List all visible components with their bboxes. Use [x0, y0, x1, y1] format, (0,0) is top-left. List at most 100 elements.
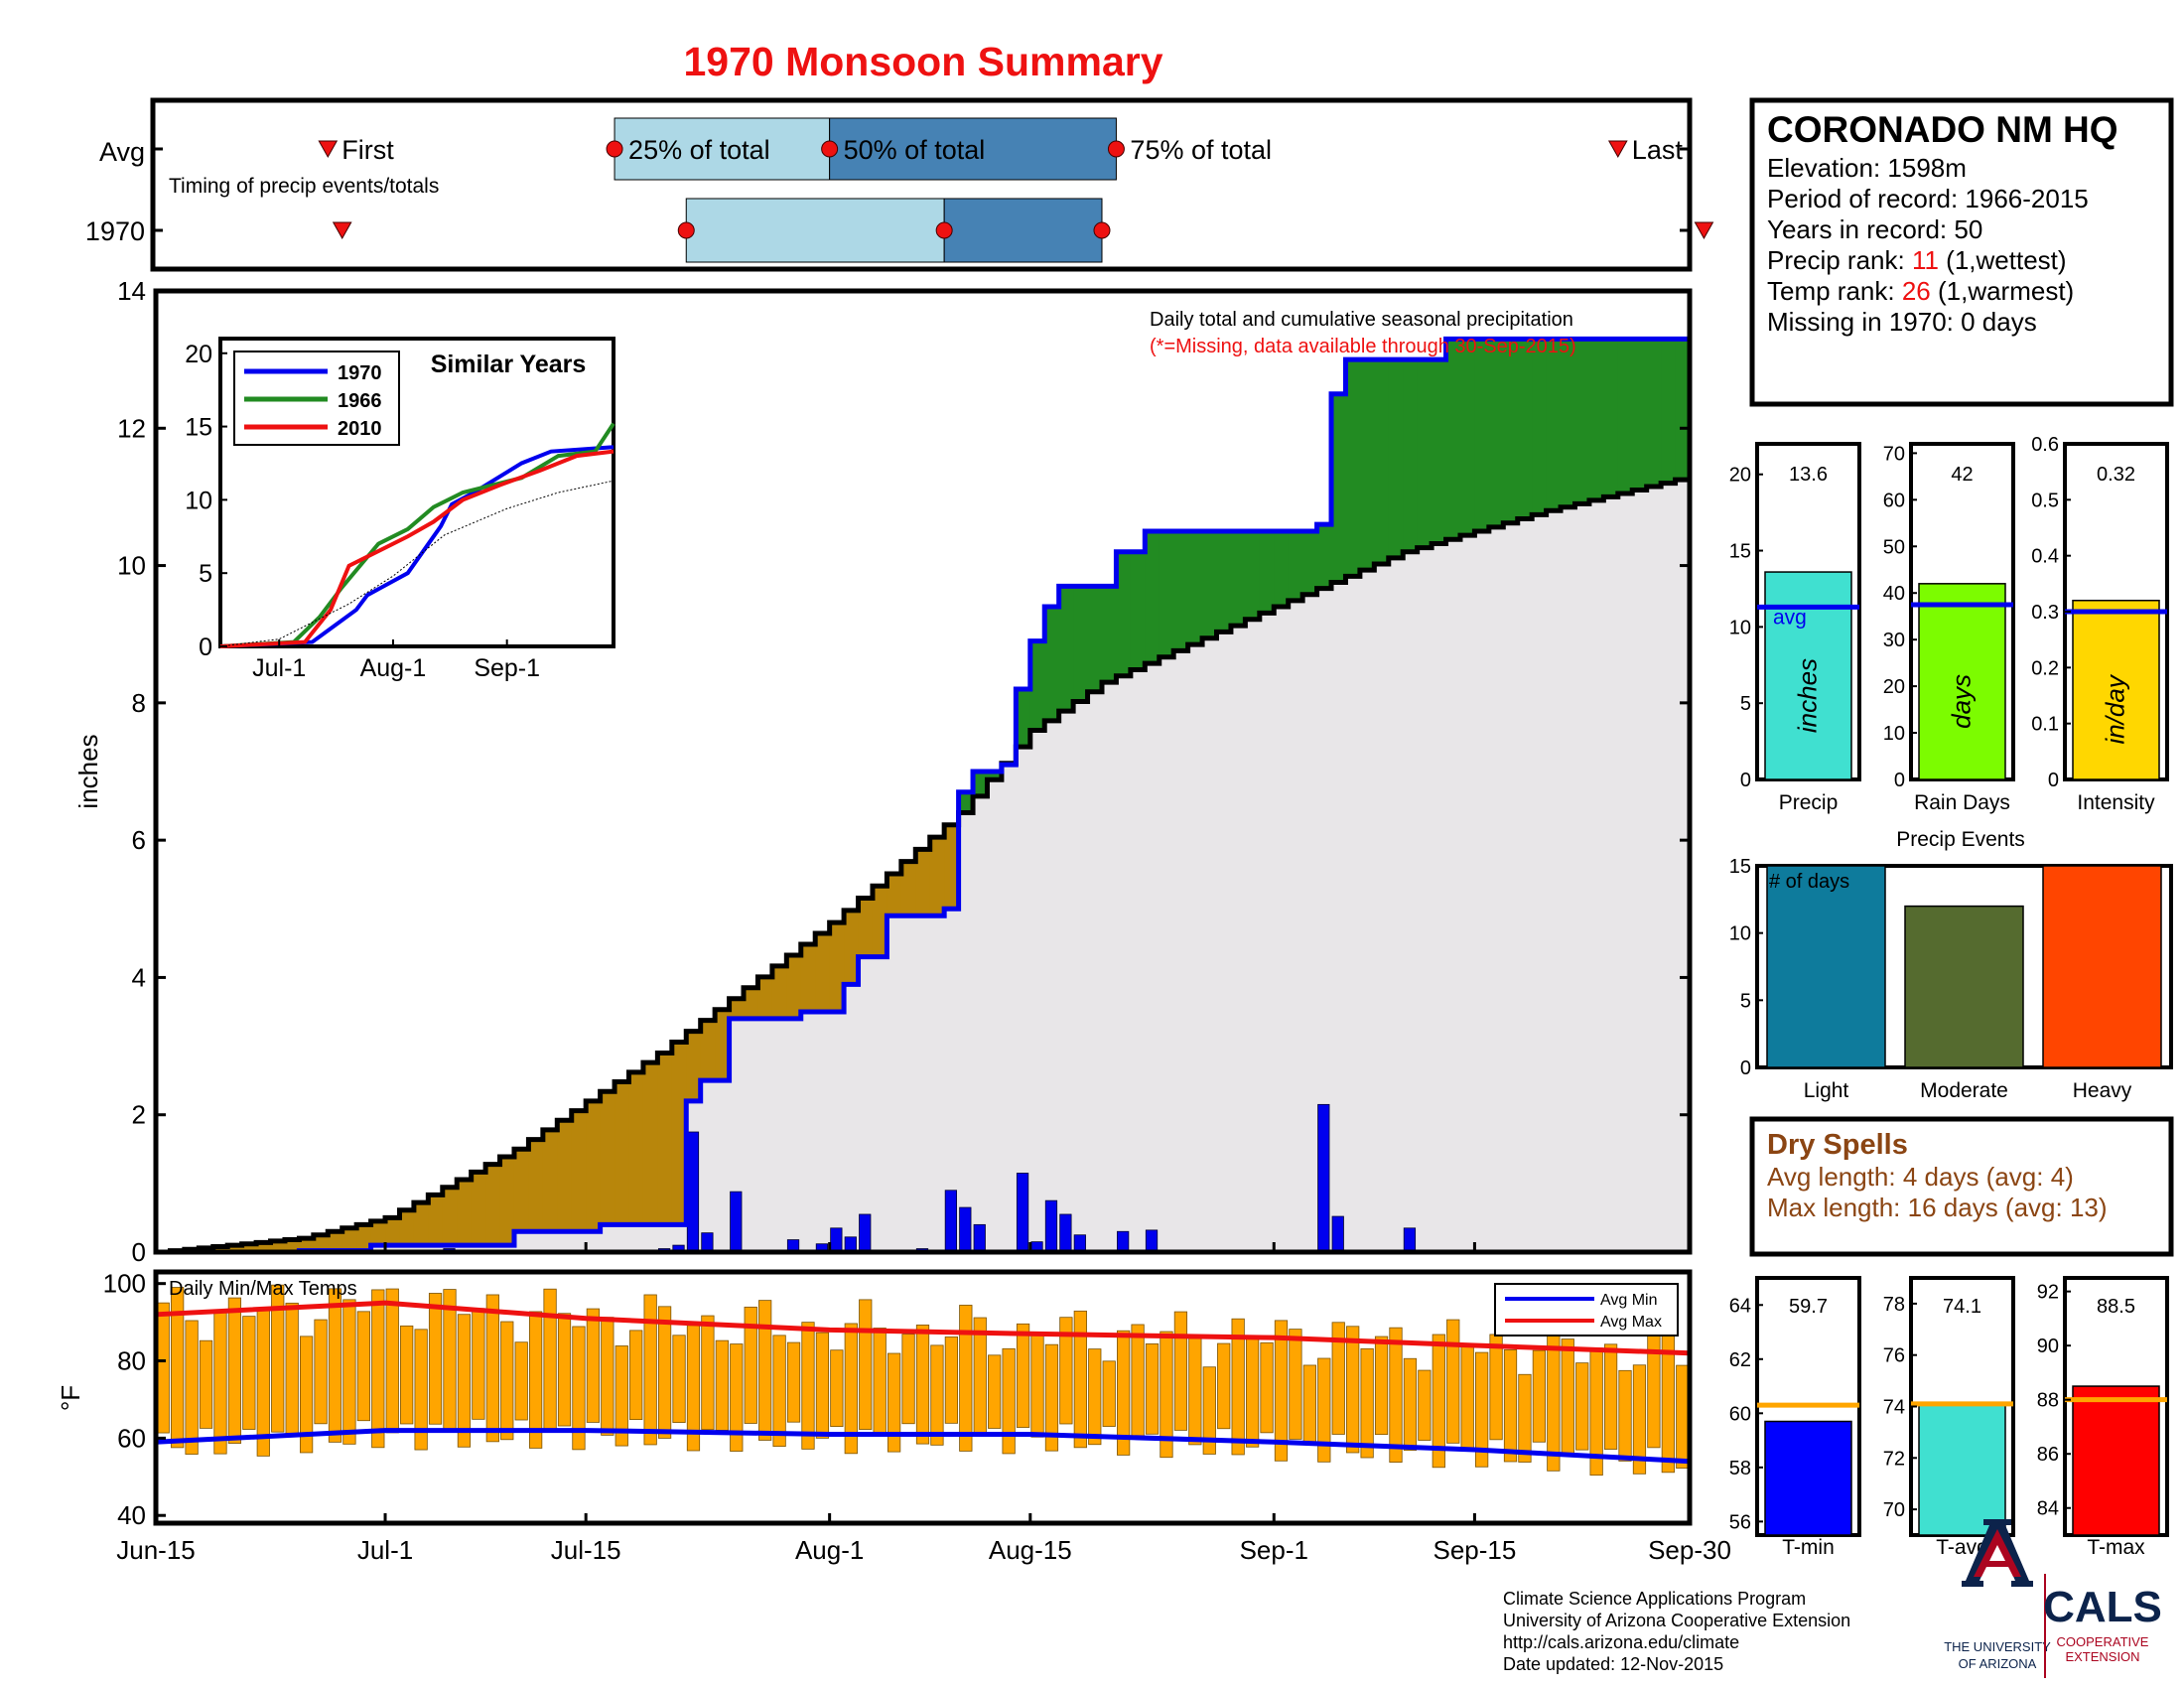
events-y-tick-label: 15	[1729, 856, 1751, 878]
below-avg-segment	[571, 1110, 587, 1232]
above-avg-segment	[1316, 524, 1332, 589]
daily-temp-range-bar	[500, 1321, 514, 1441]
summary-bar-intensity	[2072, 599, 2160, 780]
above-avg-segment	[1202, 531, 1218, 638]
legend-label-2010: 2010	[338, 418, 382, 440]
above-avg-segment	[1561, 339, 1575, 507]
temp-summary-bar-t-avg	[1918, 1403, 2006, 1536]
above-avg-segment	[1445, 339, 1461, 540]
below-avg-segment	[614, 1081, 629, 1225]
daily-temp-range-bar	[1289, 1329, 1302, 1440]
daily-temp-range-bar	[1346, 1326, 1360, 1454]
daily-temp-range-bar	[830, 1349, 844, 1428]
main-y-axis-label: inches	[73, 734, 103, 808]
daily-temp-range-bar	[844, 1323, 858, 1455]
daily-temp-range-bar	[859, 1299, 873, 1430]
ua-logo-line-1: THE UNIVERSITY	[1944, 1639, 2051, 1654]
temps-y-tick-label: 100	[103, 1269, 146, 1299]
daily-temp-range-bar	[1460, 1346, 1474, 1451]
below-avg-segment	[328, 1231, 343, 1251]
temps-y-tick-label: 80	[117, 1346, 146, 1376]
date-axis-label: Sep-1	[1240, 1535, 1308, 1565]
below-avg-segment	[600, 1091, 615, 1225]
daily-precip-bar	[973, 1223, 986, 1253]
main-y-tick-label: 14	[117, 276, 146, 306]
above-avg-segment	[987, 772, 1003, 780]
below-avg-segment	[686, 1031, 702, 1101]
daily-temp-range-bar	[356, 1311, 370, 1422]
inset-x-tick-label: Jul-1	[252, 654, 306, 682]
avg-q50-marker	[821, 140, 839, 158]
below-avg-segment	[944, 824, 960, 910]
below-avg-segment	[299, 1238, 315, 1251]
daily-precip-bar	[1145, 1229, 1159, 1253]
below-avg-segment	[428, 1195, 444, 1246]
daily-temp-range-bar	[1603, 1343, 1618, 1450]
below-avg-segment	[284, 1239, 300, 1252]
daily-temp-range-bar	[299, 1336, 314, 1454]
timing-row-year-label: 1970	[85, 216, 145, 246]
daily-temp-range-bar	[371, 1289, 385, 1449]
summary-y-tick-label: 0.1	[2031, 714, 2059, 736]
summary-y-tick-label: 20	[1729, 465, 1751, 487]
daily-temp-range-bar	[1503, 1349, 1518, 1463]
daily-temp-range-bar	[213, 1312, 227, 1455]
legend-label-avg-min: Avg Min	[1600, 1292, 1658, 1309]
temp-summary-y-tick-label: 76	[1883, 1345, 1905, 1367]
inset-x-tick-label: Aug-1	[360, 654, 427, 682]
temps-y-tick-label: 40	[117, 1500, 146, 1530]
daily-temp-range-bar	[1260, 1341, 1274, 1434]
daily-temp-range-bar	[629, 1330, 643, 1421]
daily-temp-range-bar	[314, 1319, 328, 1425]
daily-temp-range-bar	[1073, 1310, 1087, 1449]
main-y-tick-label: 6	[132, 825, 146, 855]
below-avg-segment	[442, 1187, 458, 1246]
dry-spells-panel: Dry Spells Avg length: 4 days (avg: 4) M…	[1749, 1116, 2174, 1257]
daily-precip-bar	[730, 1191, 743, 1253]
below-avg-segment	[227, 1245, 243, 1252]
cals-logo-sub-2: EXTENSION	[2065, 1649, 2139, 1664]
above-avg-segment	[1029, 640, 1045, 731]
daily-temp-range-bar	[672, 1335, 686, 1423]
daily-temp-range-bar	[988, 1354, 1002, 1429]
daily-temp-range-bar	[815, 1332, 830, 1439]
daily-temp-range-bar	[1489, 1334, 1503, 1441]
page-title: 1970 Monsoon Summary	[683, 39, 1162, 84]
summary-y-tick-label: 0.3	[2031, 602, 2059, 624]
daily-temp-range-bar	[557, 1313, 572, 1427]
below-avg-segment	[657, 1053, 673, 1225]
above-avg-segment	[1374, 359, 1390, 565]
temp-summary-y-tick-label: 72	[1883, 1448, 1905, 1470]
daily-temp-range-bar	[1245, 1335, 1260, 1448]
below-avg-segment	[471, 1172, 486, 1246]
daily-precip-bar	[686, 1131, 700, 1253]
daily-temp-range-bar	[1088, 1348, 1102, 1446]
above-avg-segment	[1546, 339, 1562, 511]
main-y-tick-label: 10	[117, 551, 146, 581]
daily-precip-bar	[1117, 1230, 1130, 1253]
temps-plot-frame	[153, 1269, 1693, 1526]
daily-temp-range-bar	[1389, 1327, 1403, 1463]
legend-label-avg-max: Avg Max	[1600, 1314, 1662, 1331]
daily-temp-range-bar	[1131, 1324, 1145, 1438]
daily-temp-range-bar	[715, 1339, 729, 1431]
legend-label-1970: 1970	[338, 362, 382, 384]
events-y-tick-label: 10	[1729, 923, 1751, 945]
timing-subtitle: Timing of precip events/totals	[169, 175, 439, 198]
summary-y-tick-label: 40	[1883, 583, 1905, 605]
main-y-tick-label: 0	[132, 1237, 146, 1267]
above-avg-segment	[1675, 339, 1691, 481]
daily-temp-range-bar	[1403, 1357, 1418, 1451]
year-q25-marker	[677, 221, 695, 239]
inset-y-tick-label: 5	[199, 560, 212, 588]
avg-last-marker	[1607, 140, 1628, 159]
daily-precip-bar	[859, 1213, 872, 1253]
below-avg-segment	[485, 1164, 501, 1246]
daily-precip-bar	[1073, 1234, 1086, 1253]
above-avg-segment	[1044, 607, 1060, 721]
temp-summary-y-tick-label: 58	[1729, 1458, 1751, 1479]
year-q50-marker	[935, 221, 953, 239]
above-avg-segment	[1417, 359, 1433, 548]
above-avg-segment	[1302, 531, 1318, 595]
above-avg-segment	[1288, 531, 1303, 601]
